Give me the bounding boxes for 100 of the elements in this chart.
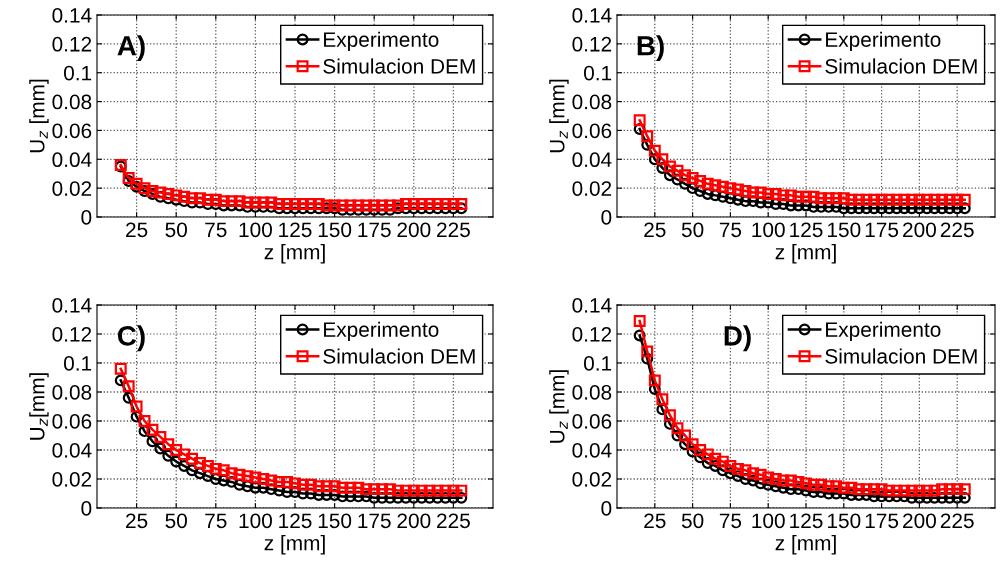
point xyxy=(739,464,752,477)
point xyxy=(679,429,692,442)
point xyxy=(265,196,278,209)
point xyxy=(178,459,191,472)
y-tick-label: 0.04 xyxy=(572,152,612,168)
point xyxy=(709,452,722,465)
point xyxy=(671,164,684,177)
point xyxy=(701,177,714,190)
point xyxy=(656,153,669,166)
point xyxy=(815,478,828,491)
x-tick-label: 75 xyxy=(205,222,227,238)
point xyxy=(777,474,790,487)
point xyxy=(943,202,956,215)
x-tick-label: 175 xyxy=(358,222,391,238)
x-tick-label: 50 xyxy=(165,222,187,238)
point xyxy=(807,486,820,499)
point xyxy=(641,345,654,358)
point xyxy=(777,189,790,202)
point xyxy=(716,464,729,477)
point xyxy=(709,179,722,192)
legend-label: Simulacion DEM xyxy=(825,58,977,74)
y-tick-label: 0 xyxy=(601,501,612,516)
point xyxy=(114,362,127,375)
point xyxy=(663,169,676,182)
point xyxy=(709,459,722,472)
point xyxy=(800,199,812,212)
point xyxy=(439,198,452,210)
point xyxy=(360,199,373,212)
point xyxy=(257,473,270,485)
y-tick-label: 0.14 xyxy=(572,8,612,23)
point xyxy=(936,193,949,206)
point xyxy=(837,192,850,205)
y-tick-label: 0.1 xyxy=(63,356,92,371)
point xyxy=(138,415,151,427)
point xyxy=(852,193,865,206)
y-tick-label: 0.14 xyxy=(52,8,92,23)
point xyxy=(822,487,835,500)
y-tick-label: 0.08 xyxy=(52,94,92,110)
x-axis-title: z [mm] xyxy=(264,244,325,264)
point xyxy=(830,487,843,500)
y-tick-label: 0.1 xyxy=(583,356,612,371)
point xyxy=(146,435,159,448)
y-tick-label: 0.02 xyxy=(52,181,92,196)
point xyxy=(898,484,911,497)
point xyxy=(423,198,436,210)
point xyxy=(431,198,444,210)
point xyxy=(830,200,843,213)
point xyxy=(671,429,684,442)
y-axis-title: U$_{z}$ [mm] xyxy=(549,370,569,443)
x-tick-label: 175 xyxy=(865,222,899,238)
point xyxy=(936,491,949,504)
point xyxy=(633,314,646,327)
point xyxy=(671,422,684,435)
annotation: C) xyxy=(117,325,145,352)
point xyxy=(225,195,238,208)
x-tick-label: 25 xyxy=(644,513,666,529)
point xyxy=(217,464,230,477)
point xyxy=(943,193,956,206)
point xyxy=(415,198,428,210)
point xyxy=(170,455,183,468)
point xyxy=(868,490,881,503)
point xyxy=(928,193,941,206)
point xyxy=(320,488,333,501)
point xyxy=(679,438,692,451)
x-tick-label: 200 xyxy=(397,222,431,238)
legend-label: Simulacion DEM xyxy=(825,348,977,364)
point xyxy=(344,481,357,494)
point xyxy=(233,468,246,481)
point xyxy=(273,475,286,488)
point xyxy=(368,199,381,212)
point xyxy=(724,459,737,472)
point xyxy=(777,481,790,494)
point xyxy=(845,193,858,206)
point xyxy=(130,400,143,413)
point xyxy=(898,490,911,503)
point xyxy=(648,144,661,157)
y-tick-label: 0 xyxy=(601,210,612,225)
y-tick-label: 0.12 xyxy=(572,327,612,342)
point xyxy=(815,200,828,213)
x-tick-label: 150 xyxy=(828,222,861,238)
point xyxy=(289,477,301,490)
point xyxy=(784,483,797,496)
point xyxy=(852,202,865,215)
y-tick-label: 0.08 xyxy=(52,385,92,400)
x-tick-label: 50 xyxy=(165,513,187,529)
point xyxy=(724,182,737,195)
point xyxy=(686,438,699,451)
y-axis-title: U$_{z}$ [mm] xyxy=(549,79,569,153)
x-tick-label: 125 xyxy=(279,513,312,529)
point xyxy=(656,393,669,406)
x-tick-label: 125 xyxy=(790,222,823,238)
point xyxy=(769,473,782,485)
point xyxy=(154,186,167,199)
point xyxy=(154,430,167,443)
point xyxy=(399,198,412,210)
point xyxy=(747,474,760,487)
point xyxy=(792,475,805,488)
point xyxy=(447,198,460,210)
point xyxy=(648,383,661,396)
point xyxy=(769,187,782,200)
